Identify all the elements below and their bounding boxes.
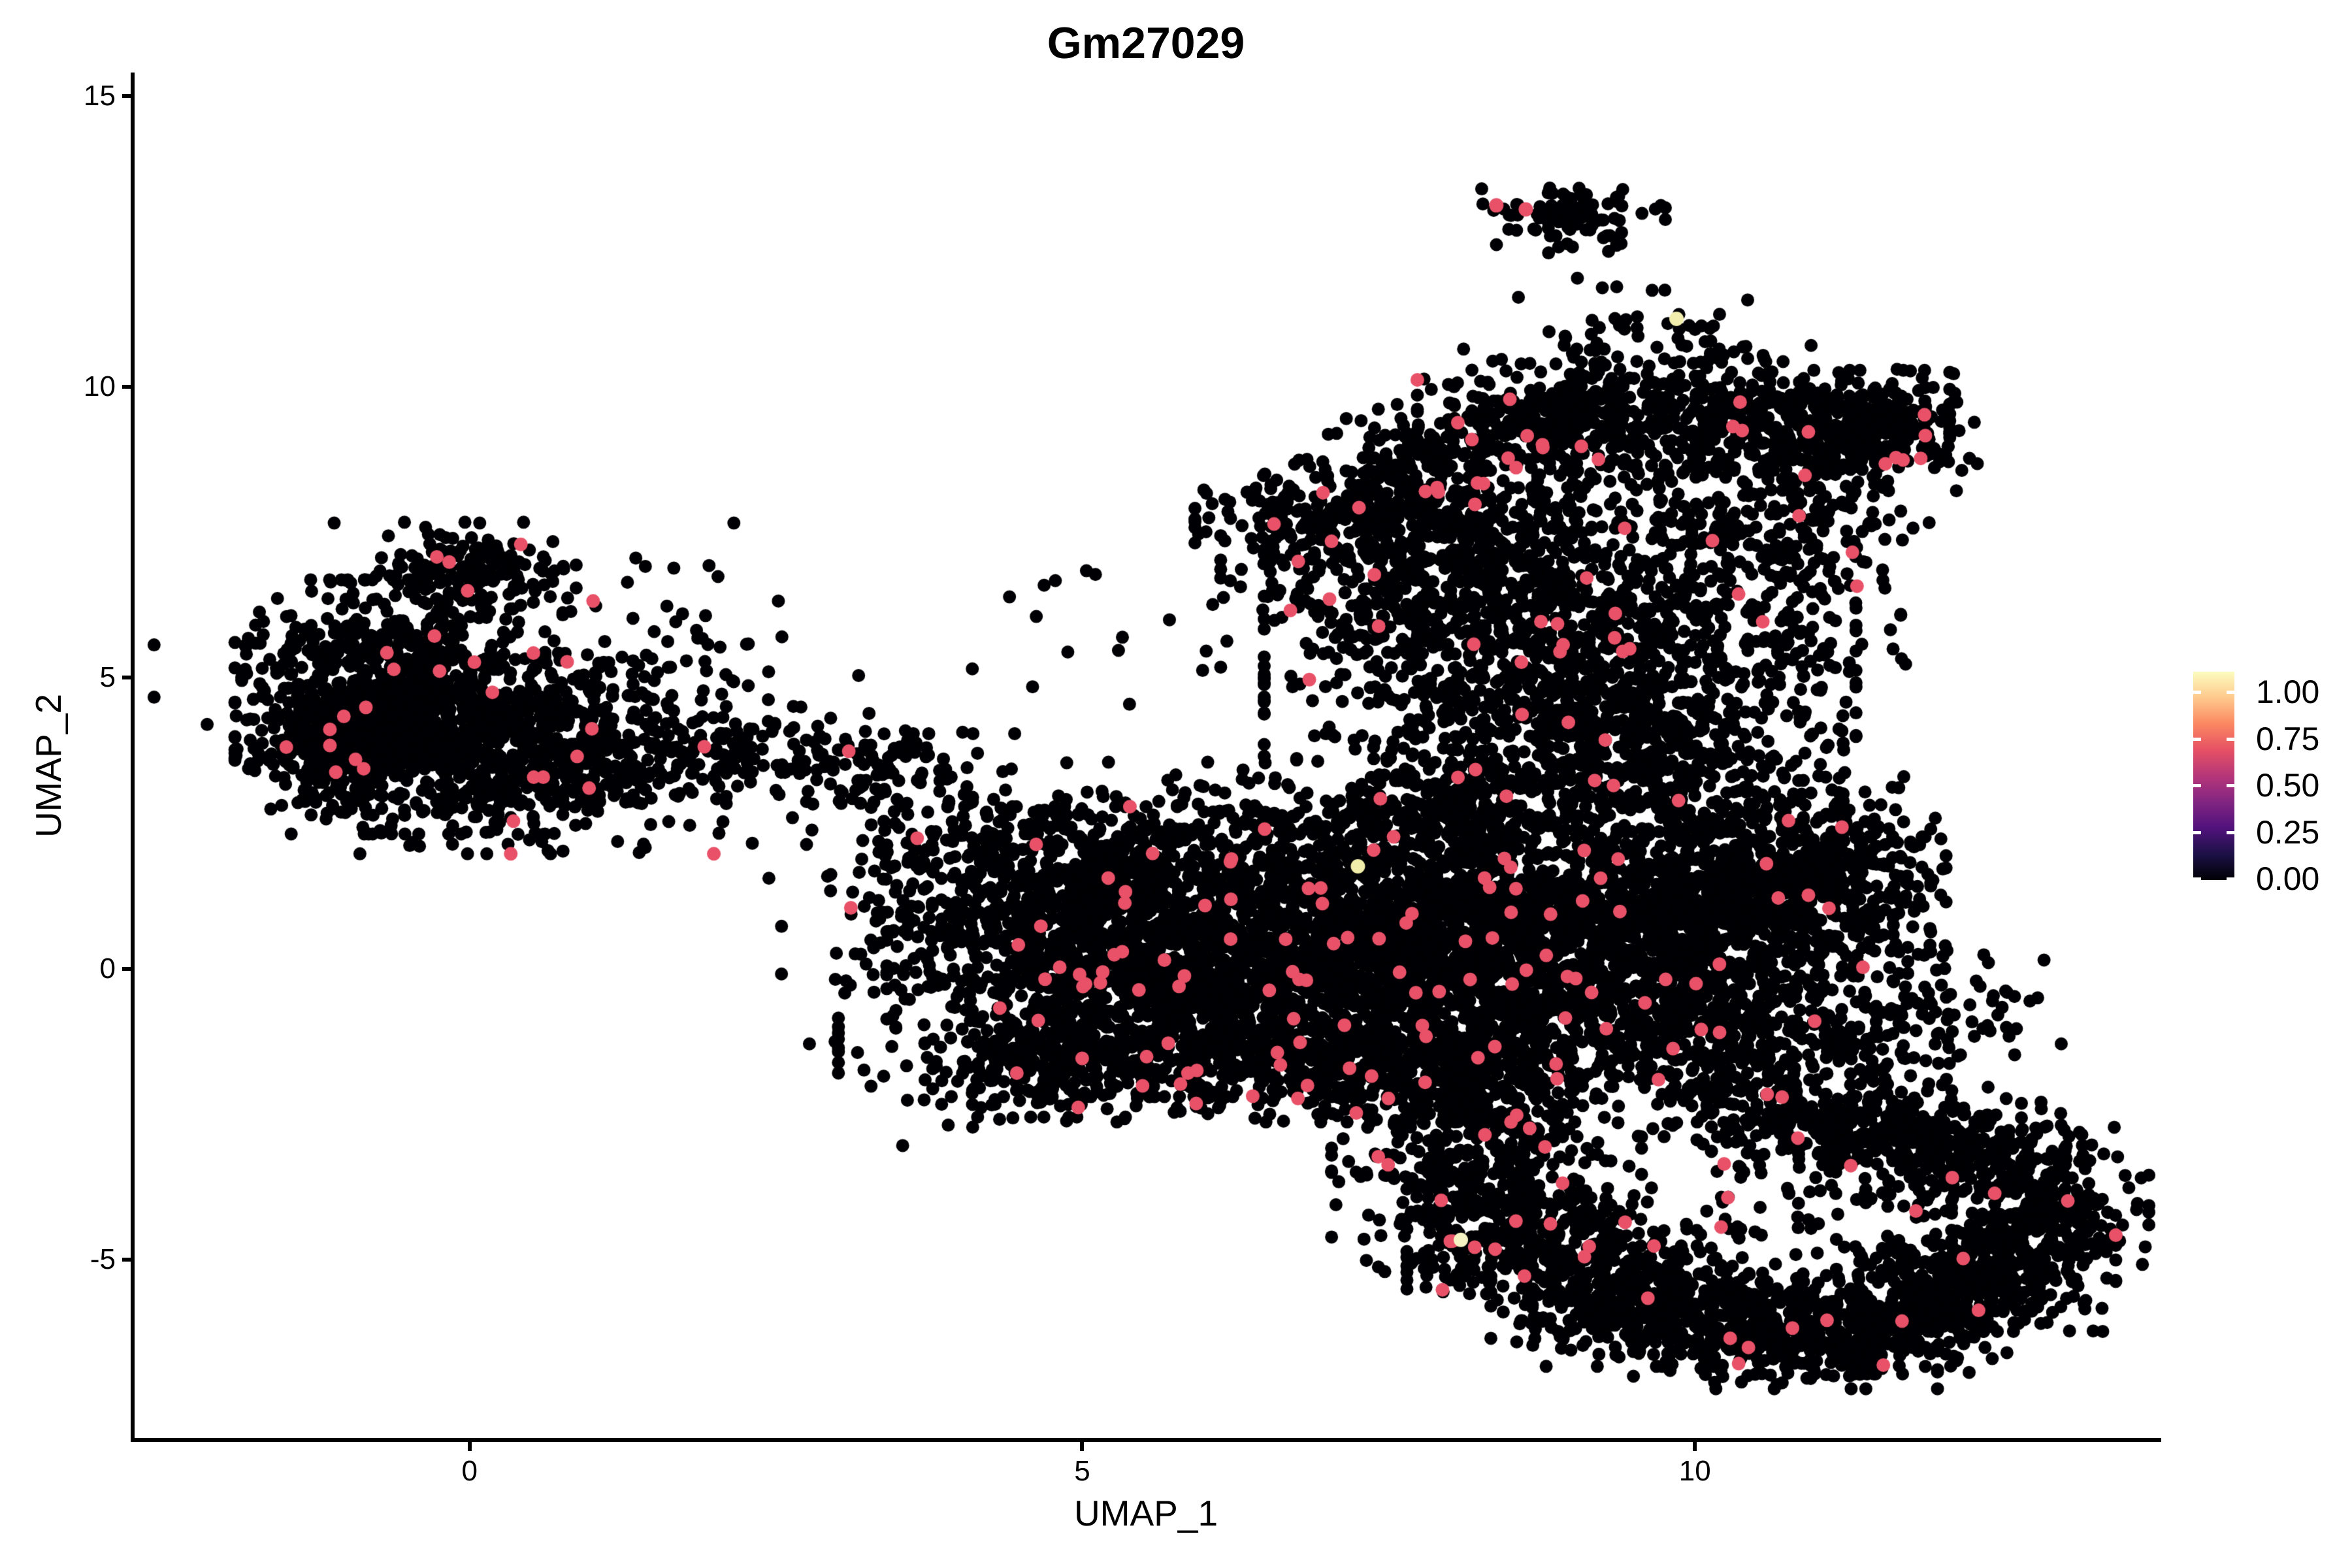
x-tick-label: 0 <box>461 1455 478 1487</box>
x-tick-mark <box>1693 1441 1697 1451</box>
legend-tick-mark <box>2227 784 2234 787</box>
x-axis-line <box>131 1438 2161 1442</box>
y-tick-mark <box>122 1257 133 1262</box>
legend-tick-label: 0.50 <box>2256 767 2320 804</box>
legend-tick-mark <box>2227 877 2234 881</box>
legend-tick-mark <box>2227 830 2234 834</box>
legend-tick-label: 0.25 <box>2256 813 2320 851</box>
legend-colorbar <box>2193 672 2234 880</box>
legend-tick-label: 1.00 <box>2256 674 2320 710</box>
legend-tick-label: 0.00 <box>2256 860 2320 897</box>
y-tick-mark <box>122 966 133 971</box>
legend-tick-mark <box>2193 877 2201 881</box>
y-axis-title: UMAP_2 <box>28 693 69 838</box>
legend-tick-mark <box>2193 737 2201 741</box>
y-tick-mark <box>122 385 133 389</box>
x-tick-mark <box>1080 1441 1085 1451</box>
y-axis-line <box>131 73 135 1442</box>
y-tick-mark <box>122 93 133 98</box>
legend-tick-mark <box>2193 784 2201 787</box>
plot-title: Gm27029 <box>1047 18 1245 68</box>
legend-tick-label: 0.75 <box>2256 720 2320 757</box>
y-tick-label: 10 <box>84 370 116 403</box>
y-tick-label: 15 <box>84 79 116 112</box>
x-axis-title: UMAP_1 <box>1073 1493 1218 1533</box>
x-tick-mark <box>467 1441 472 1451</box>
y-tick-label: 5 <box>99 661 116 694</box>
legend-tick-mark <box>2227 691 2234 694</box>
x-tick-label: 5 <box>1074 1455 1090 1487</box>
x-tick-label: 10 <box>1678 1455 1711 1487</box>
legend-tick-mark <box>2193 691 2201 694</box>
y-tick-mark <box>122 676 133 680</box>
legend-tick-mark <box>2193 830 2201 834</box>
y-tick-label: 0 <box>99 952 116 985</box>
legend-tick-mark <box>2227 737 2234 741</box>
y-tick-label: -5 <box>90 1243 116 1275</box>
